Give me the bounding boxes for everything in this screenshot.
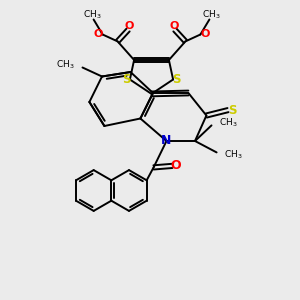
Text: CH$_3$: CH$_3$	[83, 9, 101, 21]
Text: S: S	[228, 103, 236, 117]
Text: CH$_3$: CH$_3$	[56, 59, 75, 71]
Text: S: S	[172, 73, 181, 86]
Text: O: O	[171, 159, 182, 172]
Text: O: O	[124, 21, 134, 32]
Text: S: S	[122, 73, 130, 86]
Text: O: O	[200, 29, 210, 39]
Text: O: O	[93, 29, 103, 39]
Text: O: O	[169, 21, 179, 32]
Text: CH$_3$: CH$_3$	[202, 9, 220, 21]
Text: N: N	[161, 134, 172, 148]
Text: CH$_3$: CH$_3$	[224, 148, 243, 161]
Text: CH$_3$: CH$_3$	[219, 117, 238, 129]
